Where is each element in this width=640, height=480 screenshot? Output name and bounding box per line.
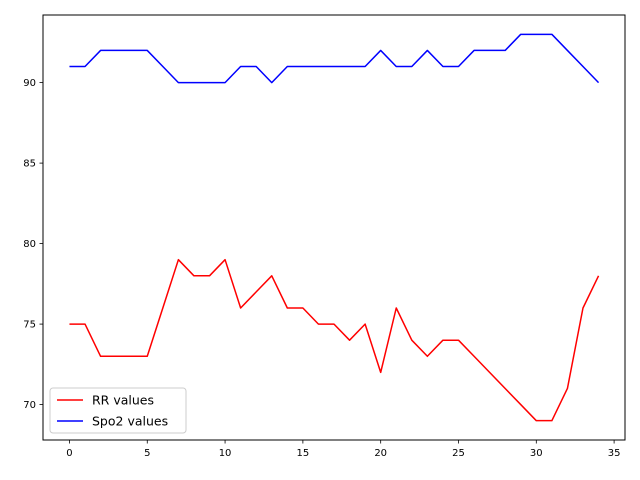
legend-box <box>49 387 187 434</box>
x-tick-label: 15 <box>297 448 310 459</box>
legend-label-1: Spo2 values <box>92 414 168 429</box>
y-tick-label: 90 <box>23 78 36 89</box>
x-tick-label: 0 <box>66 448 72 459</box>
plot-frame <box>42 14 626 441</box>
series-line-1 <box>69 33 600 84</box>
plot-area <box>43 15 625 440</box>
x-tick-label: 35 <box>608 448 621 459</box>
x-tick-label: 5 <box>144 448 150 459</box>
x-tick-label: 30 <box>530 448 543 459</box>
legend-label-0: RR values <box>92 393 154 408</box>
series-line-0 <box>69 258 600 422</box>
y-tick-label: 80 <box>23 239 36 250</box>
y-tick-label: 70 <box>23 400 36 411</box>
y-axis: 70 75 80 85 90 <box>23 78 43 411</box>
x-tick-label: 20 <box>374 448 387 459</box>
y-tick-label: 75 <box>23 320 36 331</box>
series-layer <box>69 33 600 422</box>
x-axis: 0 5 10 15 20 25 30 35 <box>66 440 620 459</box>
x-tick-label: 25 <box>452 448 465 459</box>
x-tick-label: 10 <box>219 448 232 459</box>
legend: RR values Spo2 values <box>49 387 187 434</box>
y-tick-label: 85 <box>23 159 36 170</box>
